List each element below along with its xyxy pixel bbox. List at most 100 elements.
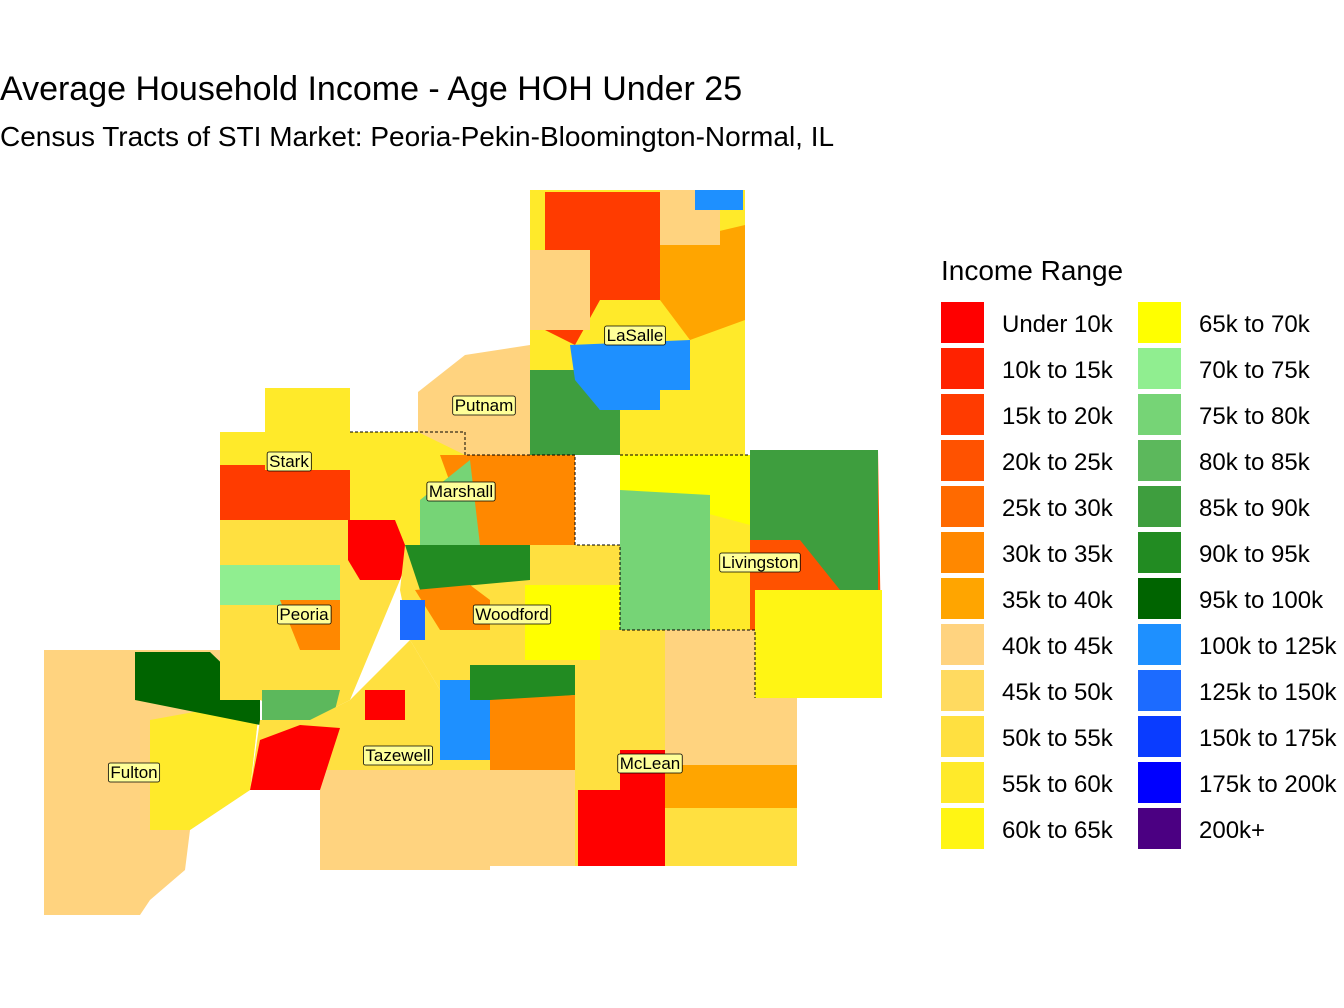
legend-swatch bbox=[941, 394, 984, 435]
legend-label: 15k to 20k bbox=[1002, 403, 1114, 430]
legend-swatch bbox=[1138, 394, 1181, 435]
tract bbox=[620, 455, 750, 525]
legend-swatch bbox=[941, 440, 984, 481]
county-line bbox=[350, 431, 756, 698]
county-label: Putnam bbox=[455, 396, 514, 415]
county-label: Livingston bbox=[722, 553, 799, 572]
county-label: Fulton bbox=[110, 763, 157, 782]
tract bbox=[530, 370, 620, 455]
county-label: Peoria bbox=[279, 605, 329, 624]
legend-swatch bbox=[941, 302, 984, 343]
tract bbox=[220, 565, 340, 605]
legend-label: 60k to 65k bbox=[1002, 817, 1114, 844]
tract bbox=[578, 750, 665, 866]
legend-swatch bbox=[941, 762, 984, 803]
legend-label: 45k to 50k bbox=[1002, 679, 1114, 706]
county-label: Marshall bbox=[429, 482, 493, 501]
county-label-box bbox=[107, 762, 161, 783]
legend-swatch bbox=[941, 532, 984, 573]
county-label-box bbox=[719, 552, 801, 573]
legend-label: 25k to 30k bbox=[1002, 495, 1114, 522]
legend-swatch bbox=[1138, 808, 1181, 849]
tract bbox=[150, 700, 260, 830]
legend-swatch bbox=[1138, 532, 1181, 573]
legend-swatch bbox=[1138, 302, 1181, 343]
legend-swatch bbox=[941, 808, 984, 849]
tract bbox=[490, 770, 575, 866]
tract bbox=[365, 690, 405, 720]
tract bbox=[220, 388, 350, 465]
legend-label: 100k to 125k bbox=[1199, 633, 1337, 660]
legend-label: 125k to 150k bbox=[1199, 679, 1337, 706]
tract bbox=[415, 585, 490, 630]
legend-label: Under 10k bbox=[1002, 311, 1114, 338]
tract bbox=[490, 695, 575, 770]
county-label: McLean bbox=[620, 754, 680, 773]
legend-swatch bbox=[1138, 716, 1181, 757]
legend-swatch bbox=[1138, 486, 1181, 527]
tract bbox=[320, 770, 490, 870]
legend-swatch bbox=[1138, 670, 1181, 711]
tract bbox=[470, 665, 575, 700]
county-label-box bbox=[266, 451, 312, 472]
legend-swatch bbox=[1138, 624, 1181, 665]
tract bbox=[420, 460, 480, 545]
tract bbox=[250, 725, 340, 790]
tract bbox=[220, 465, 350, 520]
legend-label: 20k to 25k bbox=[1002, 449, 1114, 476]
legend-label: 150k to 175k bbox=[1199, 725, 1337, 752]
county-label-box bbox=[362, 745, 434, 766]
tract bbox=[665, 765, 797, 808]
legend-swatch bbox=[1138, 348, 1181, 389]
tract bbox=[755, 590, 882, 698]
tract bbox=[405, 545, 530, 590]
county-label-box bbox=[277, 604, 332, 625]
legend-label: 85k to 90k bbox=[1199, 495, 1311, 522]
legend-label: 35k to 40k bbox=[1002, 587, 1114, 614]
legend-swatch bbox=[941, 670, 984, 711]
county-label: Woodford bbox=[475, 605, 548, 624]
tract bbox=[570, 340, 690, 410]
subtitle: Census Tracts of STI Market: Peoria-Peki… bbox=[0, 121, 834, 152]
tract bbox=[400, 600, 425, 640]
legend-swatch bbox=[1138, 762, 1181, 803]
county-label-box bbox=[452, 395, 516, 416]
tract bbox=[695, 190, 743, 210]
tract bbox=[525, 585, 620, 660]
county-label-box bbox=[472, 604, 552, 625]
legend-label: 10k to 15k bbox=[1002, 357, 1114, 384]
legend-label: 65k to 70k bbox=[1199, 311, 1311, 338]
legend-swatch bbox=[941, 578, 984, 619]
legend-label: 55k to 60k bbox=[1002, 771, 1114, 798]
legend-title: Income Range bbox=[941, 255, 1123, 286]
legend-label: 95k to 100k bbox=[1199, 587, 1324, 614]
legend-swatch bbox=[941, 624, 984, 665]
county-label-box bbox=[426, 481, 496, 502]
legend-label: 90k to 95k bbox=[1199, 541, 1311, 568]
county-label-box bbox=[604, 325, 666, 346]
county-label: Stark bbox=[269, 452, 309, 471]
tract bbox=[665, 630, 797, 765]
legend-swatch bbox=[1138, 578, 1181, 619]
legend-swatch bbox=[941, 486, 984, 527]
legend-swatch bbox=[1138, 440, 1181, 481]
title: Average Household Income - Age HOH Under… bbox=[0, 70, 742, 108]
legend-label: 70k to 75k bbox=[1199, 357, 1311, 384]
legend-label: 200k+ bbox=[1199, 817, 1265, 844]
legend-label: 175k to 200k bbox=[1199, 771, 1337, 798]
legend-label: 75k to 80k bbox=[1199, 403, 1311, 430]
legend-label: 30k to 35k bbox=[1002, 541, 1114, 568]
county-label: Tazewell bbox=[365, 746, 430, 765]
legend-swatch bbox=[941, 348, 984, 389]
legend-label: 50k to 55k bbox=[1002, 725, 1114, 752]
legend-label: 80k to 85k bbox=[1199, 449, 1311, 476]
tract bbox=[620, 490, 710, 630]
legend-swatch bbox=[941, 716, 984, 757]
county-label: LaSalle bbox=[607, 326, 664, 345]
legend-label: 40k to 45k bbox=[1002, 633, 1114, 660]
tract bbox=[530, 250, 590, 330]
tract bbox=[750, 450, 878, 590]
county-label-box bbox=[617, 753, 683, 774]
tract bbox=[660, 225, 745, 340]
